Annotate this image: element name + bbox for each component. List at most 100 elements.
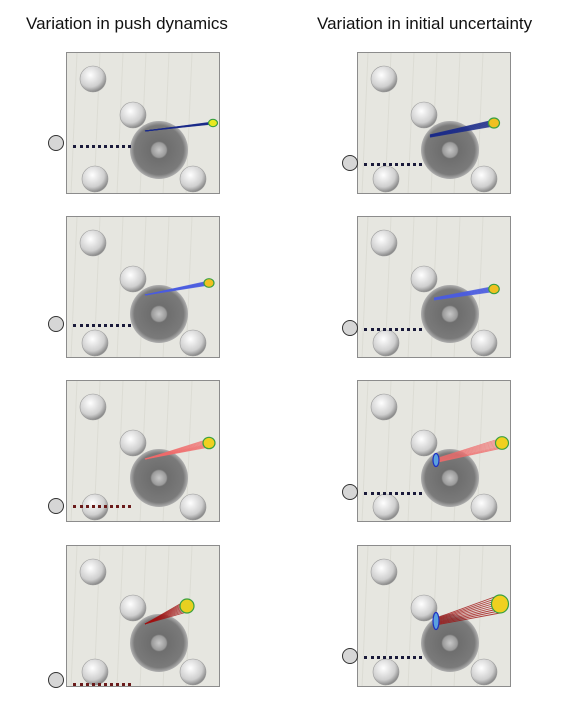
- obstacle-ball: [179, 329, 207, 357]
- final-position-cluster: [494, 436, 510, 450]
- scene-image: [67, 546, 219, 686]
- obstacle-ball: [372, 329, 400, 357]
- obstacle-ball: [179, 165, 207, 193]
- obstacle-ball: [370, 65, 398, 93]
- push-trajectory: [437, 594, 501, 618]
- obstacle-ball: [410, 101, 438, 129]
- scene-panel: [357, 216, 511, 358]
- final-position-cluster: [203, 278, 215, 288]
- pusher-circle: [48, 135, 64, 151]
- push-trajectory: [437, 610, 501, 625]
- push-trajectory: [433, 291, 495, 301]
- final-position-cluster: [490, 594, 510, 614]
- push-trajectory: [437, 446, 503, 462]
- push-trajectory: [437, 442, 503, 461]
- pusher-circle: [342, 484, 358, 500]
- obstacle-ball: [370, 558, 398, 586]
- push-direction-line: [73, 145, 131, 148]
- obstacle-ball: [81, 165, 109, 193]
- push-direction-line: [73, 324, 131, 327]
- title-push-dynamics: Variation in push dynamics: [26, 14, 228, 33]
- pusher-circle: [48, 316, 64, 332]
- final-position-cluster: [179, 598, 195, 614]
- push-trajectory: [144, 123, 214, 132]
- obstacle-ball: [79, 393, 107, 421]
- push-trajectory: [437, 445, 503, 462]
- obstacle-ball: [372, 493, 400, 521]
- obstacle-ball: [179, 658, 207, 686]
- push-trajectory: [437, 605, 501, 623]
- push-trajectory: [437, 437, 503, 459]
- push-trajectory: [437, 612, 501, 626]
- push-trajectory: [437, 443, 503, 461]
- scene-panel: [66, 380, 220, 522]
- push-direction-line: [364, 656, 422, 659]
- obstacle-ball: [372, 658, 400, 686]
- push-trajectory: [144, 446, 210, 460]
- push-trajectory: [437, 596, 501, 619]
- obstacle-ball: [79, 65, 107, 93]
- pusher-circle: [342, 155, 358, 171]
- obstacle-ball: [119, 265, 147, 293]
- push-trajectory: [437, 599, 501, 620]
- push-trajectory: [437, 601, 501, 621]
- push-trajectory: [437, 608, 501, 624]
- push-direction-line: [364, 163, 422, 166]
- target-ring: [130, 449, 188, 507]
- scene-panel: [66, 52, 220, 194]
- obstacle-ball: [81, 329, 109, 357]
- obstacle-ball: [372, 165, 400, 193]
- initial-position-cluster: [432, 611, 440, 631]
- obstacle-ball: [119, 101, 147, 129]
- scene-image: [67, 217, 219, 357]
- push-trajectory: [437, 603, 501, 622]
- pusher-circle: [48, 672, 64, 688]
- push-trajectory: [429, 125, 495, 138]
- obstacle-ball: [79, 229, 107, 257]
- push-direction-line: [364, 328, 422, 331]
- obstacle-ball: [370, 229, 398, 257]
- obstacle-ball: [370, 393, 398, 421]
- scene-image: [67, 53, 219, 193]
- obstacle-ball: [470, 658, 498, 686]
- target-ring: [130, 614, 188, 672]
- obstacle-ball: [410, 594, 438, 622]
- scene-panel: [357, 545, 511, 687]
- title-initial-uncertainty: Variation in initial uncertainty: [317, 14, 533, 33]
- obstacle-ball: [119, 429, 147, 457]
- obstacle-ball: [410, 265, 438, 293]
- target-ring: [130, 121, 188, 179]
- push-trajectory: [437, 440, 503, 460]
- obstacle-ball: [470, 493, 498, 521]
- pusher-circle: [342, 320, 358, 336]
- scene-image: [358, 53, 510, 193]
- final-position-cluster: [488, 283, 500, 295]
- scene-image: [358, 546, 510, 686]
- obstacle-ball: [470, 329, 498, 357]
- pusher-circle: [48, 498, 64, 514]
- obstacle-ball: [81, 658, 109, 686]
- final-position-cluster: [487, 117, 501, 129]
- push-trajectory: [437, 438, 503, 459]
- final-position-cluster: [207, 118, 219, 128]
- obstacle-ball: [470, 165, 498, 193]
- scene-panel: [66, 216, 220, 358]
- push-direction-line: [364, 492, 422, 495]
- push-trajectory: [437, 441, 503, 460]
- pusher-circle: [342, 648, 358, 664]
- obstacle-ball: [410, 429, 438, 457]
- obstacle-ball: [79, 558, 107, 586]
- final-position-cluster: [202, 436, 216, 450]
- push-trajectory: [144, 611, 188, 625]
- scene-image: [358, 381, 510, 521]
- push-trajectory: [144, 284, 210, 296]
- target-ring: [130, 285, 188, 343]
- push-direction-line: [73, 505, 131, 508]
- initial-position-cluster: [432, 452, 440, 468]
- scene-image: [67, 381, 219, 521]
- obstacle-ball: [119, 594, 147, 622]
- scene-panel: [66, 545, 220, 687]
- obstacle-ball: [179, 493, 207, 521]
- scene-panel: [357, 52, 511, 194]
- push-direction-line: [73, 683, 131, 686]
